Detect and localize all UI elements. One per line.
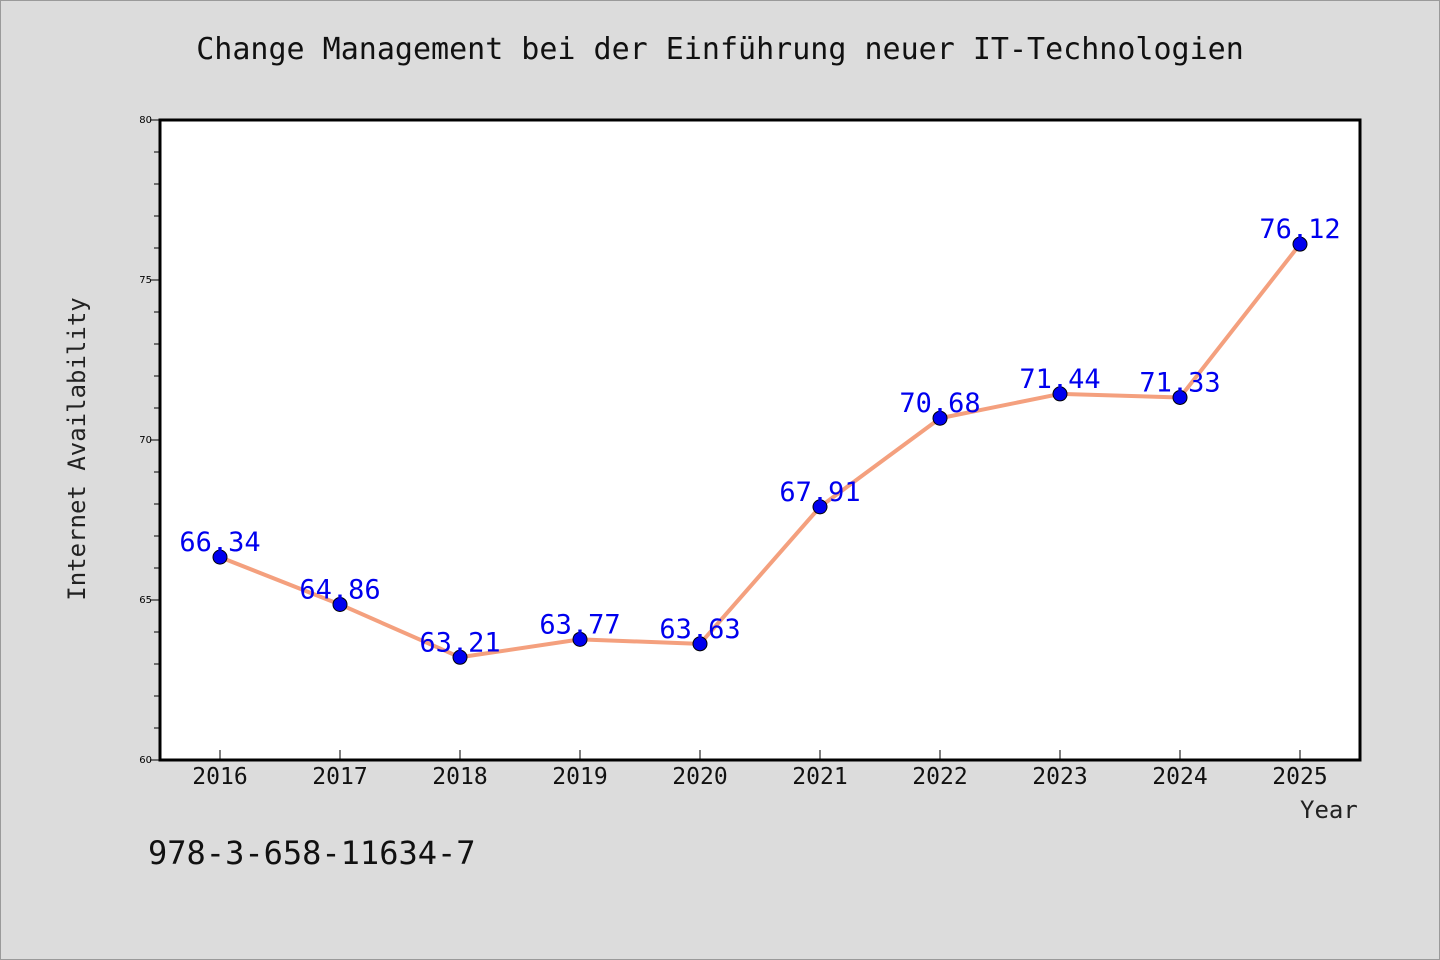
chart-title: Change Management bei der Einführung neu… bbox=[196, 32, 1244, 67]
y-tick-label: 80 bbox=[139, 115, 152, 126]
data-label: 71.33 bbox=[1139, 367, 1220, 398]
plot-frame bbox=[158, 118, 1362, 762]
data-label: 63.63 bbox=[659, 614, 740, 645]
x-tick-label: 2019 bbox=[552, 764, 607, 790]
x-tick-label: 2023 bbox=[1032, 764, 1087, 790]
x-axis: 2016 2017 2018 2019 2020 2021 2022 2023 2024 2025 bbox=[192, 750, 1328, 790]
x-tick-label: 2025 bbox=[1272, 764, 1327, 790]
x-tick-label: 2018 bbox=[432, 764, 487, 790]
x-tick-label: 2017 bbox=[312, 764, 367, 790]
data-label: 64.86 bbox=[299, 574, 380, 605]
data-point bbox=[812, 499, 828, 515]
x-tick-label: 2016 bbox=[192, 764, 247, 790]
data-point bbox=[692, 636, 708, 652]
x-tick-label: 2021 bbox=[792, 764, 847, 790]
data-point bbox=[212, 549, 228, 565]
data-label: 63.21 bbox=[419, 627, 500, 658]
x-tick-label: 2020 bbox=[672, 764, 727, 790]
y-tick-label: 70 bbox=[139, 435, 152, 446]
data-point bbox=[1292, 236, 1308, 252]
y-axis: 60 65 70 75 80 bbox=[139, 115, 160, 766]
data-label: 66.34 bbox=[179, 527, 260, 558]
data-label: 63.77 bbox=[539, 609, 620, 640]
data-point bbox=[452, 649, 468, 665]
footer-isbn: 978-3-658-11634-7 bbox=[148, 834, 476, 872]
data-label: 67.91 bbox=[779, 477, 860, 508]
y-axis-label: Internet Availability bbox=[63, 297, 91, 601]
y-tick-label: 60 bbox=[139, 755, 152, 766]
y-tick-label: 65 bbox=[139, 595, 152, 606]
x-axis-label: Year bbox=[1300, 796, 1358, 824]
data-point bbox=[1172, 389, 1188, 405]
data-label: 71.44 bbox=[1019, 364, 1100, 395]
plot-area bbox=[160, 120, 1360, 760]
x-tick-label: 2024 bbox=[1152, 764, 1207, 790]
data-point bbox=[572, 631, 588, 647]
data-point bbox=[1052, 386, 1068, 402]
y-tick-label: 75 bbox=[139, 275, 152, 286]
data-labels: 66.34 64.86 63.21 63.77 63.63 67.91 70.68 71.44… bbox=[179, 214, 1340, 658]
data-point bbox=[332, 596, 348, 612]
data-label: 70.68 bbox=[899, 388, 980, 419]
x-tick-label: 2022 bbox=[912, 764, 967, 790]
series-line bbox=[219, 242, 1302, 660]
data-label: 76.12 bbox=[1259, 214, 1340, 245]
data-point bbox=[932, 410, 948, 426]
series-markers bbox=[212, 236, 1308, 665]
